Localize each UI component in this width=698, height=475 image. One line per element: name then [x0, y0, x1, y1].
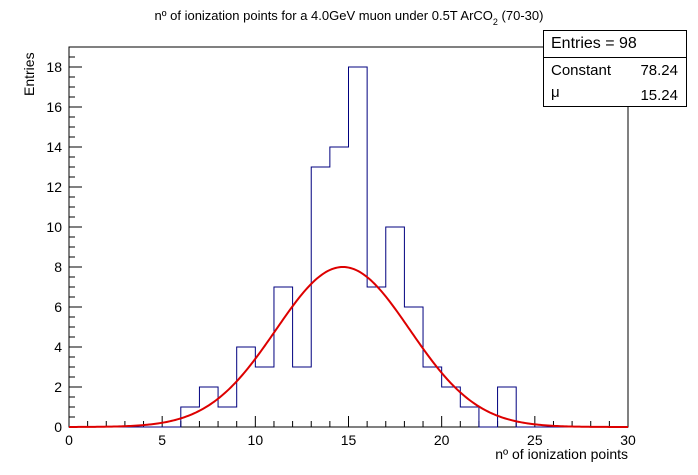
y-tick-label: 0 — [54, 419, 62, 435]
y-tick-label: 4 — [54, 339, 62, 355]
x-tick-label: 5 — [158, 432, 166, 448]
histogram-bin — [255, 367, 274, 427]
stats-entries: Entries = 98 — [544, 31, 686, 58]
stats-constant-label: Constant — [551, 62, 612, 79]
y-axis: 0 2 4 6 8 10 12 14 16 18 — [46, 46, 82, 435]
y-axis-label: Entries — [21, 52, 37, 96]
histogram-bin — [330, 147, 349, 427]
histogram-bin — [218, 407, 237, 427]
histogram-bin — [293, 367, 312, 427]
chart-title: nº of ionization points for a 4.0GeV muo… — [155, 8, 544, 27]
y-tick-label: 6 — [54, 299, 62, 315]
histogram-bin — [442, 387, 461, 427]
histogram-bin — [274, 287, 293, 427]
x-axis-label: nº of ionization points — [495, 446, 628, 462]
x-tick-label: 0 — [65, 432, 73, 448]
stats-mu-value: 15.24 — [640, 87, 678, 104]
y-tick-label: 18 — [46, 59, 62, 75]
y-tick-label: 10 — [46, 219, 62, 235]
x-tick-label: 20 — [434, 432, 450, 448]
y-tick-label: 16 — [46, 99, 62, 115]
stats-constant-value: 78.24 — [640, 62, 678, 79]
stats-box: Entries = 98 Constant 78.24 μ 15.24 — [543, 30, 687, 107]
histogram-bin — [349, 67, 368, 427]
histogram-bin — [423, 367, 442, 427]
stats-row-mu: μ 15.24 — [544, 83, 686, 108]
stats-mu-label: μ — [551, 84, 560, 101]
chart-title-suffix: (70-30) — [498, 8, 544, 23]
gaussian-fit-curve — [69, 265, 628, 428]
x-tick-label: 30 — [620, 432, 636, 448]
histogram-bin — [367, 287, 386, 427]
x-tick-label: 25 — [527, 432, 543, 448]
chart-title-main: nº of ionization points for a 4.0GeV muo… — [155, 8, 493, 23]
y-tick-label: 14 — [46, 139, 62, 155]
histogram-outline — [69, 66, 628, 428]
y-tick-label: 8 — [54, 259, 62, 275]
histogram-bin — [237, 347, 256, 427]
histogram-bin — [386, 227, 405, 427]
stats-row-constant: Constant 78.24 — [544, 58, 686, 83]
histogram-bin — [199, 387, 218, 427]
chart-title-subscript: 2 — [493, 17, 498, 27]
y-tick-label: 12 — [46, 179, 62, 195]
x-tick-label: 10 — [248, 432, 264, 448]
histogram-bin — [311, 167, 330, 427]
histogram-bin — [460, 407, 479, 427]
x-tick-label: 15 — [341, 432, 357, 448]
x-axis: 0 5 10 15 20 25 30 — [65, 416, 636, 448]
y-tick-label: 2 — [54, 379, 62, 395]
